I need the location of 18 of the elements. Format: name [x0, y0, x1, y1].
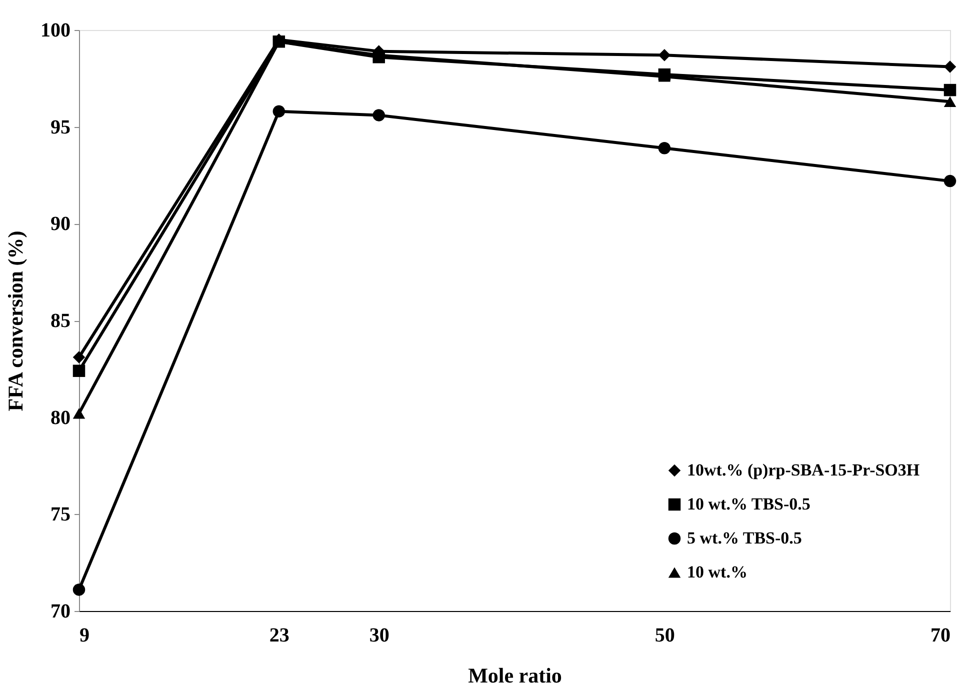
legend-label: 10wt.% (p)rp-SBA-15-Pr-SO3H — [687, 460, 920, 480]
legend-label: 5 wt.% TBS-0.5 — [687, 528, 802, 548]
y-tick-label: 80 — [50, 406, 70, 429]
y-tick-label: 70 — [50, 600, 70, 622]
y-tick-label: 95 — [50, 116, 70, 138]
x-tick-label: 50 — [654, 624, 675, 646]
x-tick-label: 70 — [930, 624, 950, 646]
y-tick-label: 90 — [50, 213, 70, 236]
legend-label: 10 wt.% TBS-0.5 — [687, 494, 810, 514]
x-axis-title: Mole ratio — [468, 664, 562, 688]
x-tick-label: 23 — [269, 624, 290, 646]
legend-label: 10 wt.% — [687, 562, 748, 582]
y-tick-label: 100 — [40, 20, 70, 42]
y-tick-label: 85 — [50, 310, 70, 332]
y-tick-label: 75 — [50, 504, 70, 526]
x-tick-label: 30 — [369, 624, 390, 646]
x-tick-label: 9 — [80, 624, 90, 646]
y-axis-title: FFA conversion (%) — [4, 230, 28, 412]
